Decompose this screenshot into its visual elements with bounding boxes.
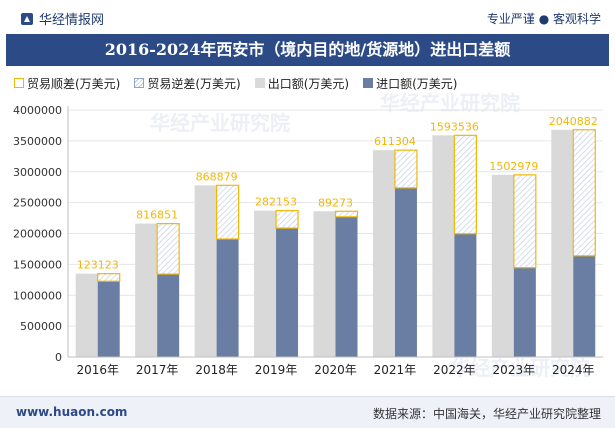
x-tick-label: 2016年	[76, 363, 119, 377]
y-axis: 0 500000 1000000 1500000 2000000 2500000 30000…	[13, 104, 69, 364]
x-tick-label: 2017年	[136, 363, 179, 377]
x-tick-label: 2024年	[552, 363, 595, 377]
bar-surplus[interactable]	[156, 223, 180, 275]
legend-swatch-import	[363, 78, 374, 88]
bar-export[interactable]	[75, 273, 98, 357]
surplus-data-label: 1502979	[489, 160, 538, 173]
surplus-data-label: 89273	[318, 196, 353, 209]
surplus-data-label: 611304	[374, 135, 416, 148]
surplus-data-label: 2040882	[549, 115, 598, 128]
bar-export[interactable]	[491, 174, 514, 357]
legend-label-deficit: 贸易逆差(万美元)	[147, 76, 241, 91]
legend-label-surplus: 贸易顺差(万美元)	[27, 76, 121, 91]
bar-surplus[interactable]	[453, 134, 477, 235]
surplus-data-label: 123123	[77, 259, 119, 272]
brand-name: 华经情报网	[39, 13, 105, 28]
legend-item-import[interactable]: 进口额(万美元)	[363, 75, 458, 92]
bar-export[interactable]	[254, 210, 277, 357]
x-tick-label: 2019年	[255, 363, 298, 377]
bar-import[interactable]	[513, 267, 536, 357]
bar-surplus[interactable]	[513, 174, 537, 269]
bar-surplus[interactable]	[572, 129, 596, 257]
y-tick-label: 1000000	[13, 289, 62, 302]
y-tick-label: 1500000	[13, 258, 62, 271]
x-tick-label: 2022年	[433, 363, 476, 377]
top-bar: 华经情报网 专业严谨 ● 客观科学	[0, 0, 615, 34]
bar-export[interactable]	[372, 150, 395, 357]
legend-swatch-export	[254, 78, 265, 88]
chart-legend: 贸易顺差(万美元) 贸易逆差(万美元) 出口额(万美元) 进口额(万美元)	[14, 73, 609, 93]
bar-export[interactable]	[432, 135, 455, 357]
footer: www.huaon.com 数据来源：中国海关，华经产业研究院整理	[0, 396, 615, 428]
x-axis: 2016年 2017年 2018年 2019年 2020年 2021年 2022年 2023年…	[68, 356, 603, 377]
watermark-text: 华经产业研究院	[150, 111, 290, 135]
x-tick-label: 2021年	[374, 363, 417, 377]
bar-export[interactable]	[135, 223, 158, 357]
surplus-data-label: 868879	[196, 170, 238, 183]
legend-label-export: 出口额(万美元)	[267, 76, 350, 91]
watermark-text: 华经产业研究院	[450, 356, 590, 380]
bar-import[interactable]	[97, 281, 120, 357]
bar-surplus[interactable]	[394, 149, 418, 189]
bar-surplus[interactable]	[97, 273, 121, 282]
brand-logo-icon	[21, 12, 33, 25]
y-tick-label: 500000	[20, 320, 62, 333]
bar-export[interactable]	[313, 211, 336, 357]
watermark-text: 华经产业研究院	[380, 91, 520, 115]
bars: 123123 816851 868879 282153 89273 611304 15935…	[75, 115, 598, 357]
x-tick-label: 2023年	[493, 363, 536, 377]
bar-export[interactable]	[194, 185, 217, 357]
chart-title: 2016-2024年西安市（境内目的地/货源地）进出口差额	[6, 34, 609, 66]
y-tick-label: 0	[55, 351, 62, 364]
x-tick-label: 2018年	[195, 363, 238, 377]
y-tick-label: 2000000	[13, 228, 62, 241]
legend-item-export[interactable]: 出口额(万美元)	[254, 75, 350, 92]
bar-import[interactable]	[454, 233, 477, 357]
bar-import[interactable]	[276, 228, 299, 357]
bar-export[interactable]	[551, 129, 574, 357]
bar-import[interactable]	[573, 255, 596, 357]
legend-item-deficit[interactable]: 贸易逆差(万美元)	[134, 75, 241, 92]
bar-import[interactable]	[157, 274, 180, 357]
bar-import[interactable]	[335, 216, 358, 357]
bar-import[interactable]	[394, 187, 417, 357]
legend-swatch-surplus	[14, 78, 24, 88]
slogan: 专业严谨 ● 客观科学	[486, 12, 601, 26]
x-tick-label: 2020年	[314, 363, 357, 377]
bar-surplus[interactable]	[275, 210, 299, 229]
bar-surplus[interactable]	[334, 210, 359, 218]
bar-import[interactable]	[216, 238, 239, 357]
surplus-data-label: 1593536	[430, 120, 479, 133]
legend-swatch-deficit	[134, 78, 145, 88]
surplus-data-label: 282153	[255, 196, 297, 209]
y-tick-label: 3000000	[13, 166, 62, 179]
footer-site-link[interactable]: www.huaon.com	[16, 405, 128, 419]
y-tick-label: 2500000	[13, 197, 62, 210]
brand[interactable]: 华经情报网	[20, 9, 104, 28]
legend-label-import: 进口额(万美元)	[376, 76, 458, 91]
surplus-data-label: 816851	[136, 209, 178, 222]
footer-source: 数据来源：中国海关，华经产业研究院整理	[372, 407, 601, 421]
y-tick-label: 3500000	[13, 135, 62, 148]
legend-item-surplus[interactable]: 贸易顺差(万美元)	[14, 75, 120, 92]
y-tick-label: 4000000	[13, 104, 62, 117]
bar-surplus[interactable]	[216, 184, 240, 240]
